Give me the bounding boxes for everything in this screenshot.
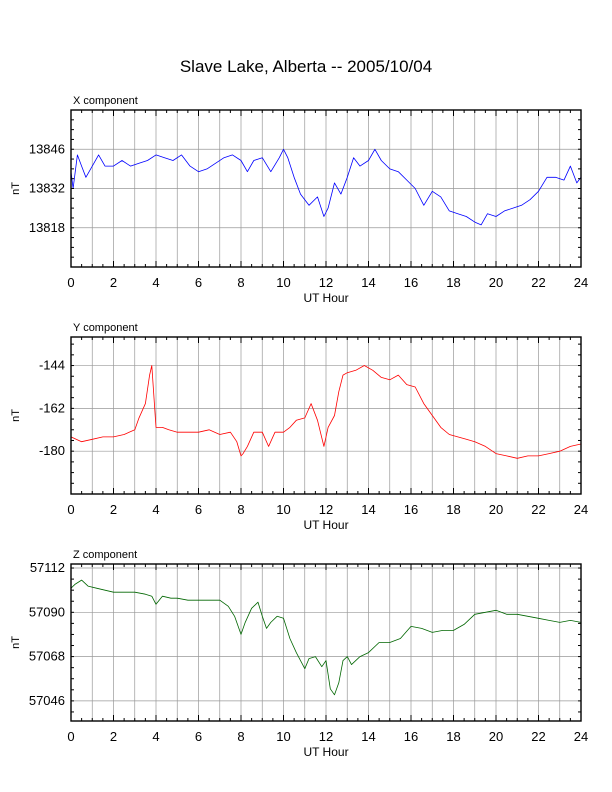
y-axis-label: nT [10, 182, 22, 195]
y-tick-label: 57068 [29, 649, 65, 664]
x-tick-label: 6 [195, 729, 202, 744]
x-tick-label: 20 [489, 729, 503, 744]
x-tick-label: 20 [489, 502, 503, 517]
x-tick-label: 12 [319, 729, 333, 744]
x-tick-label: 14 [361, 729, 375, 744]
x-tick-label: 16 [404, 729, 418, 744]
x-tick-label: 14 [361, 275, 375, 290]
x-tick-label: 16 [404, 502, 418, 517]
x-tick-label: 2 [110, 502, 117, 517]
x-tick-label: 0 [67, 275, 74, 290]
x-tick-label: 8 [237, 729, 244, 744]
x-tick-label: 2 [110, 275, 117, 290]
x-tick-label: 6 [195, 275, 202, 290]
x-tick-label: 22 [531, 275, 545, 290]
x-tick-label: 18 [446, 729, 460, 744]
x-tick-label: 24 [574, 729, 588, 744]
x-tick-label: 12 [319, 275, 333, 290]
x-tick-label: 10 [276, 729, 290, 744]
x-tick-label: 18 [446, 502, 460, 517]
y-axis-label: nT [10, 636, 22, 649]
y-tick-label: 57046 [29, 693, 65, 708]
x-tick-label: 0 [67, 502, 74, 517]
x-tick-label: 24 [574, 502, 588, 517]
y-tick-label: 13832 [29, 181, 65, 196]
panel-title: Y component [73, 322, 138, 334]
x-tick-label: 8 [237, 502, 244, 517]
series-line [70, 148, 582, 226]
panel-title: X component [73, 95, 138, 107]
x-tick-label: 24 [574, 275, 588, 290]
x-tick-label: 14 [361, 502, 375, 517]
x-axis-label: UT Hour [303, 518, 348, 532]
x-tick-label: 16 [404, 275, 418, 290]
y-tick-label: -144 [39, 358, 65, 373]
x-tick-label: 12 [319, 502, 333, 517]
y-axis-label: nT [10, 409, 22, 422]
x-axis-label: UT Hour [303, 291, 348, 305]
y-tick-label: 13818 [29, 220, 65, 235]
x-tick-label: 18 [446, 275, 460, 290]
x-tick-label: 4 [152, 502, 159, 517]
y-tick-label: -180 [39, 443, 65, 458]
x-tick-label: 10 [276, 502, 290, 517]
x-tick-label: 6 [195, 502, 202, 517]
y-tick-label: -162 [39, 400, 65, 415]
x-tick-label: 2 [110, 729, 117, 744]
panel-title: Z component [73, 549, 137, 561]
y-tick-label: 57112 [30, 560, 65, 575]
x-tick-label: 4 [152, 275, 159, 290]
y-tick-label: 13846 [29, 141, 65, 156]
x-tick-label: 22 [531, 502, 545, 517]
x-tick-label: 4 [152, 729, 159, 744]
page-title: Slave Lake, Alberta -- 2005/10/04 [179, 57, 433, 76]
panel-z-component: 0 2 4 6 8 10 12 14 16 18 20 22 245704657068570905711… [10, 549, 588, 759]
series-line [70, 365, 582, 459]
x-tick-label: 0 [67, 729, 74, 744]
x-tick-label: 10 [276, 275, 290, 290]
x-tick-label: 22 [531, 729, 545, 744]
x-tick-label: 8 [237, 275, 244, 290]
x-axis-label: UT Hour [303, 745, 348, 759]
y-tick-label: 57090 [29, 604, 65, 619]
x-tick-label: 20 [489, 275, 503, 290]
series-line [70, 579, 582, 696]
